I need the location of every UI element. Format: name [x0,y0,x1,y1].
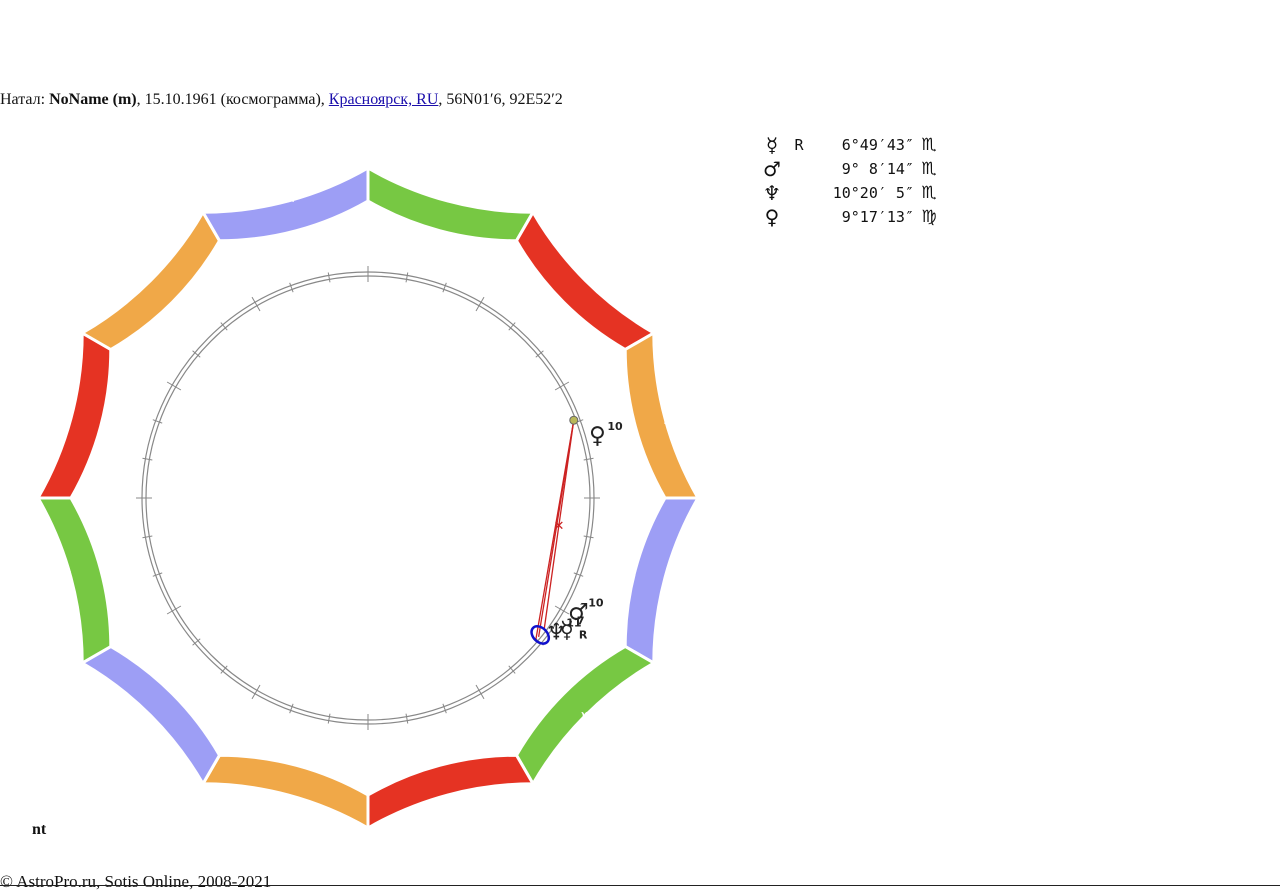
retrograde-flag [784,157,814,181]
degree-tick [583,457,594,461]
degree-tick [166,381,182,391]
degree-tick [573,572,584,577]
mars-icon: ♂ [763,157,781,181]
degree-tick [475,684,485,700]
conjunction-highlight [530,625,551,645]
header-prefix: Натал: [0,91,50,108]
copyright-footer: © AstroPro.ru, Sotis Online, 2008-2021 [0,872,272,891]
degree-tick [405,713,409,724]
planet-row-mars: ♂ 9° 8′14″ ♏ [760,157,944,181]
place-link[interactable]: Красноярск, RU [328,91,439,108]
venus-point-marker [569,415,579,425]
mercury-retrograde-marker: R [579,628,588,641]
degree-tick [289,282,294,293]
mars-house-number: 10 [588,597,604,610]
degree-tick [583,535,594,539]
chart-details: , 15.10.1961 (космограмма), [136,91,329,108]
person-name: NoName (m) [49,91,137,108]
neptune-icon: ♆ [763,181,781,205]
degree-tick [508,665,516,674]
mars-icon: ♂ [568,600,589,626]
degree-tick [220,665,228,674]
planet-position: 6°49′43″ [841,136,914,154]
venus-icon: ♀ [764,205,780,229]
planet-mars[interactable]: ♂ 10 [568,597,604,626]
retrograde-flag: R [794,136,804,154]
sign-icon: ♏ [921,159,937,179]
mercury-icon: ☿ [765,133,779,157]
degree-tick [475,296,485,312]
planet-mercury[interactable]: ☿ 7R [560,614,588,643]
planet-row-neptune: ♆ 10°20′ 5″ ♏ [760,181,944,205]
gemini-glyph-icon: ♊ [278,183,296,207]
aspect-line-neptune-venus [535,420,575,641]
degree-tick [327,272,331,283]
degree-tick [554,381,570,391]
planet-position: 9°17′13″ [841,208,914,226]
cancer-glyph-icon: ♋ [440,183,458,207]
degree-tick [192,350,201,358]
degree-tick [142,457,153,461]
zodiac-segment-pisces [35,496,113,666]
degree-tick [289,703,294,714]
scorpio-glyph-icon: ♏ [581,708,599,732]
aquarius-glyph-icon: ♒ [137,708,155,732]
planet-neptune[interactable]: ♆ 11 [546,616,582,645]
sign-icon: ♍ [921,207,937,227]
planet-positions-table: ☿ R 6°49′43″ ♏ ♂ 9° 8′14″ ♏ ♆ 10°20′ 5″ ♏ ♀ 9°17′13… [760,133,944,229]
natal-chart: ♈♉♊ ♋♌♍♎♏♐♑♒♓ ✕ ☿ 7R♂ 10♆ 11♀ 10 [35,165,701,831]
leo-glyph-icon: ♌ [581,264,599,288]
degree-tick [508,322,516,331]
degree-tick [152,572,163,577]
planet-position: 10°20′ 5″ [832,184,914,202]
mercury-icon: ☿ [560,617,574,643]
inner-circle-inner [145,275,591,721]
degree-tick [554,605,570,615]
neptune-icon: ♆ [546,619,567,645]
neptune-house-number: 11 [566,616,581,629]
capricorn-glyph-icon: ♑ [278,789,296,813]
libra-glyph-icon: ♎ [662,567,680,591]
virgo-glyph-icon: ♍ [662,405,680,429]
degree-tick [220,322,228,331]
degree-tick [152,419,163,424]
sign-icon: ♏ [921,183,937,203]
inner-circle [136,266,600,730]
planet-row-venus: ♀ 9°17′13″ ♍ [760,205,944,229]
aries-glyph-icon: ♈ [56,405,74,429]
degree-tick [442,282,447,293]
taurus-glyph-icon: ♉ [137,264,155,288]
footer-divider [0,885,1280,886]
retrograde-flag [784,181,814,205]
retrograde-flag [784,205,814,229]
chart-mode-label: nt [32,821,47,838]
mercury-house-number: 7 [577,614,585,627]
inner-circle-outer [141,271,595,725]
pisces-glyph-icon: ♓ [56,567,74,591]
sagittarius-glyph-icon: ♐ [440,789,458,813]
degree-tick [442,703,447,714]
venus-house-number: 10 [607,420,623,433]
zodiac-segment-aries [35,330,113,500]
planet-venus[interactable]: ♀ 10 [589,420,623,449]
aspect-midpoint-icon: ✕ [553,519,564,534]
place-coordinates: , 56N01′6, 92E52′2 [438,91,563,108]
aspect-lines: ✕ [530,415,579,645]
degree-tick [251,296,261,312]
degree-tick [166,605,182,615]
chart-header: Натал: NoName (m), 15.10.1961 (космограм… [0,91,563,109]
degree-tick [142,535,153,539]
aspect-line-mercury-venus [543,420,575,630]
sign-icon: ♏ [921,135,937,155]
planets-layer: ☿ 7R♂ 10♆ 11♀ 10 [546,420,623,645]
degree-tick [251,684,261,700]
venus-icon: ♀ [589,423,606,449]
zodiac-ring: ♈ ♉ ♊ ♋ ♌ ♍ ♎ ♏ ♐ ♑ ♒ ♓ [35,165,701,831]
degree-tick [405,272,409,283]
degree-tick [192,638,201,646]
planet-position: 9° 8′14″ [841,160,914,178]
degree-tick [535,350,544,358]
planet-row-mercury: ☿ R 6°49′43″ ♏ [760,133,944,157]
degree-tick [327,713,331,724]
